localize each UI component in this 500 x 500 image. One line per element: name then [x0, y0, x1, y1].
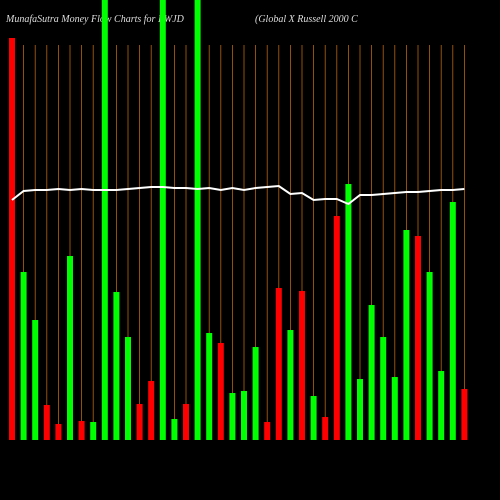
- bar: [43, 405, 50, 440]
- bar: [241, 391, 247, 440]
- bar: [252, 347, 259, 440]
- bar: [9, 38, 15, 440]
- bar: [125, 337, 131, 440]
- bar: [322, 417, 329, 440]
- bar: [101, 0, 108, 440]
- bar: [67, 256, 73, 440]
- bar: [310, 396, 317, 440]
- bar: [391, 377, 398, 440]
- bar: [136, 404, 143, 440]
- bar: [159, 0, 166, 440]
- bar: [287, 330, 294, 440]
- bar: [90, 422, 97, 440]
- bar: [20, 272, 27, 440]
- bar: [171, 419, 178, 440]
- bar: [380, 337, 387, 440]
- chart-title: MunafaSutra Money Flow Charts for RWJD: [5, 14, 185, 25]
- bar: [438, 371, 445, 440]
- bar: [217, 343, 224, 440]
- bar: [333, 216, 340, 440]
- bar: [299, 291, 305, 440]
- bar: [194, 0, 201, 440]
- bar: [368, 305, 375, 440]
- bar: [449, 202, 456, 440]
- bar: [275, 288, 282, 440]
- bar: [357, 379, 363, 440]
- bar: [206, 333, 213, 440]
- bar: [78, 421, 85, 440]
- bar: [415, 236, 421, 440]
- bar: [403, 230, 410, 440]
- bar: [183, 404, 189, 440]
- bar: [32, 320, 39, 440]
- bar: [55, 424, 62, 440]
- bar: [229, 393, 236, 440]
- bar: [426, 272, 433, 440]
- bar: [264, 422, 271, 440]
- chart-subtitle: (Global X Russell 2000 C: [255, 14, 358, 25]
- bar: [113, 292, 120, 440]
- line: [11, 184, 465, 206]
- bar: [461, 389, 468, 440]
- bar: [345, 184, 352, 440]
- bar: [148, 381, 155, 440]
